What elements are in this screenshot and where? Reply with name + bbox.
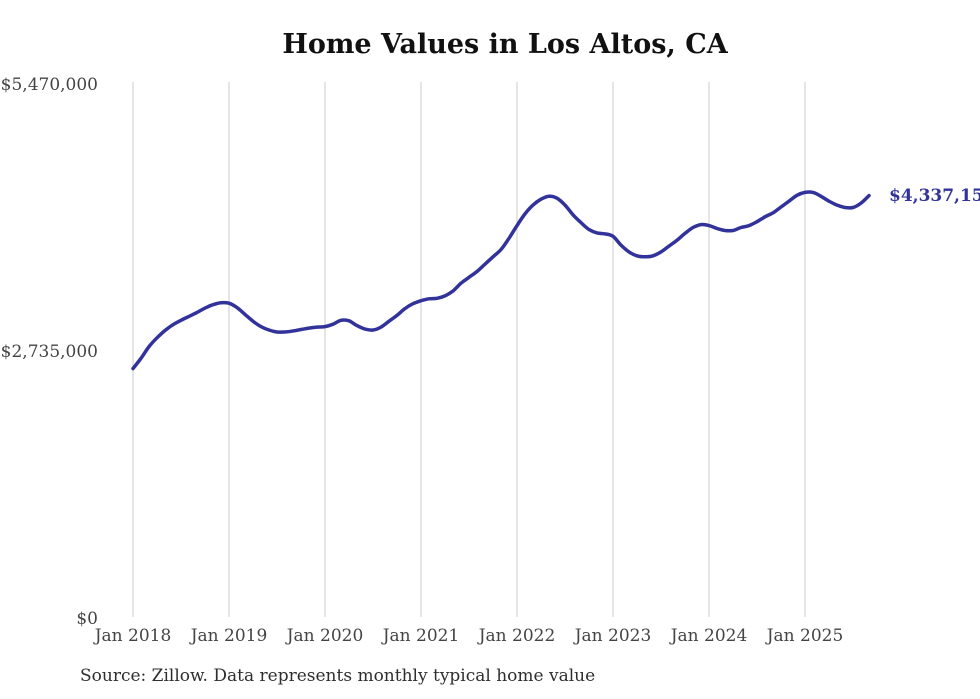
chart-title: Home Values in Los Altos, CA — [282, 29, 728, 60]
source-note: Source: Zillow. Data represents monthly … — [80, 666, 596, 686]
x-tick-label: Jan 2025 — [766, 626, 844, 646]
x-tick-label: Jan 2023 — [574, 626, 652, 646]
x-tick-label: Jan 2022 — [478, 626, 556, 646]
value-line — [131, 190, 871, 371]
series-end-value-label: $4,337,154 — [889, 185, 980, 206]
y-tick-label: $0 — [76, 609, 98, 629]
x-tick-label: Jan 2020 — [286, 626, 364, 646]
y-tick-label: $2,735,000 — [0, 342, 98, 362]
gridlines — [132, 82, 806, 617]
x-tick-label: Jan 2019 — [190, 626, 268, 646]
y-tick-label: $5,470,000 — [0, 75, 98, 95]
x-tick-label: Jan 2024 — [670, 626, 748, 646]
x-tick-label: Jan 2021 — [382, 626, 460, 646]
x-tick-label: Jan 2018 — [94, 626, 172, 646]
